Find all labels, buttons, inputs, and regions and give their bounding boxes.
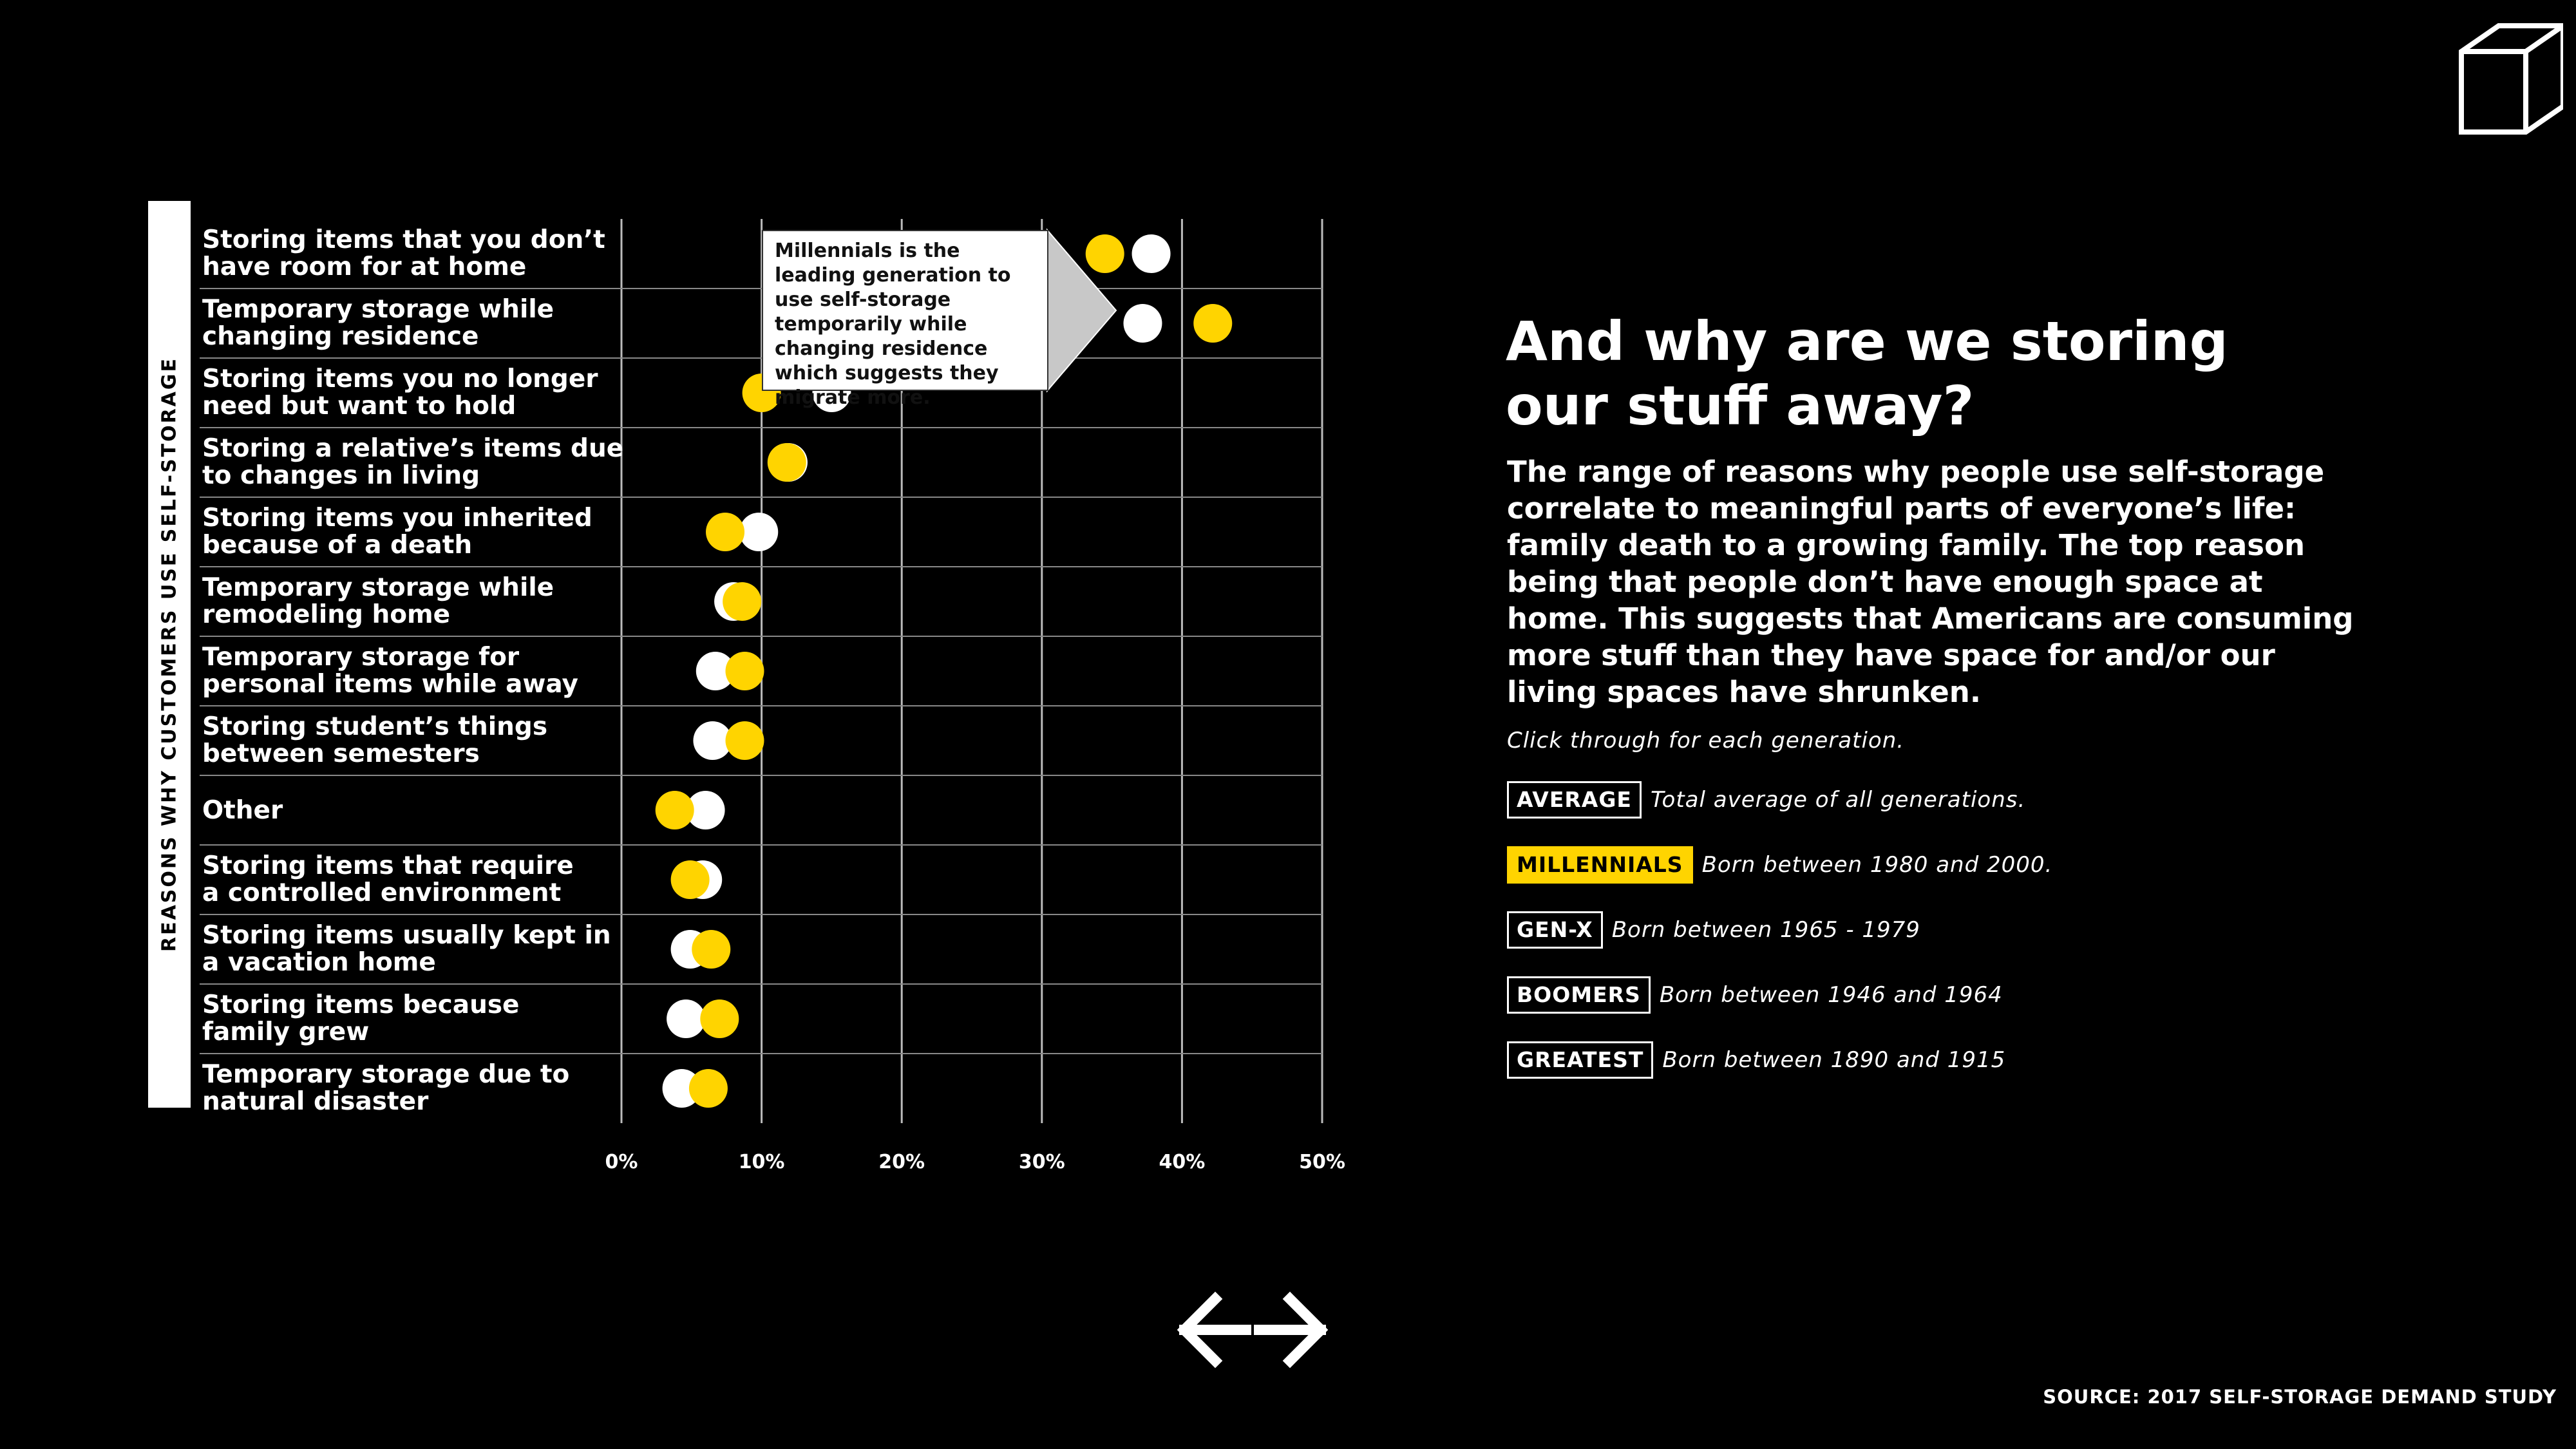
source-note: SOURCE: 2017 SELF-STORAGE DEMAND STUDY xyxy=(2043,1386,2557,1408)
arrow-left-icon[interactable] xyxy=(1175,1291,1251,1368)
average-dot xyxy=(1123,304,1162,343)
average-dot xyxy=(1132,234,1171,273)
category-label: Storing items that you don’t have room fo… xyxy=(202,225,605,281)
average-dot xyxy=(696,652,735,690)
x-tick-label: 0% xyxy=(605,1151,638,1173)
category-label: Storing items because family grew xyxy=(202,990,520,1046)
dot-layer xyxy=(655,234,1233,1108)
millennials-dot xyxy=(1193,304,1233,343)
legend-row-greatest: GREATEST Born between 1890 and 1915 xyxy=(1507,1041,2005,1079)
x-tick-label: 40% xyxy=(1159,1151,1205,1173)
grid-layer xyxy=(200,219,1323,1123)
millennials-dot xyxy=(1085,234,1124,273)
category-label: Storing items you inherited because of a … xyxy=(202,504,592,560)
legend-button-genx[interactable]: GEN-X xyxy=(1507,911,1603,949)
legend-desc-boomers: Born between 1946 and 1964 xyxy=(1659,982,2003,1008)
millennials-dot xyxy=(700,999,739,1038)
category-label: Storing items usually kept in a vacation … xyxy=(202,921,611,977)
instruction-text: Click through for each generation. xyxy=(1507,728,1905,753)
millennials-dot xyxy=(725,721,764,760)
legend-row-boomers: BOOMERS Born between 1946 and 1964 xyxy=(1507,976,2003,1014)
average-dot xyxy=(667,999,706,1038)
category-label: Storing items that require a controlled e… xyxy=(202,851,574,907)
x-tick-label: 10% xyxy=(739,1151,785,1173)
millennials-dot xyxy=(688,1069,728,1108)
legend-button-millennials[interactable]: MILLENNIALS xyxy=(1507,846,1693,884)
category-label: Temporary storage while remodeling home xyxy=(202,573,554,629)
millennials-dot xyxy=(692,930,731,969)
page-heading: And why are we storing our stuff away? xyxy=(1506,310,2228,437)
millennials-dot xyxy=(655,791,694,829)
average-dot xyxy=(739,513,779,551)
axis-title-box xyxy=(148,201,191,1108)
millennials-dot xyxy=(723,582,762,621)
legend-desc-average: Total average of all generations. xyxy=(1650,787,2026,813)
category-label: Temporary storage for personal items whil… xyxy=(202,643,578,699)
millennials-dot xyxy=(767,443,806,482)
x-tick-label: 20% xyxy=(878,1151,925,1173)
millennials-dot xyxy=(706,513,745,551)
millennials-dot xyxy=(670,860,710,899)
legend-row-average: AVERAGE Total average of all generations… xyxy=(1507,781,2025,819)
legend-button-average[interactable]: AVERAGE xyxy=(1507,781,1642,819)
legend-button-greatest[interactable]: GREATEST xyxy=(1507,1041,1654,1079)
category-label: Storing items you no longer need but want… xyxy=(202,365,598,421)
legend-row-millennials: MILLENNIALS Born between 1980 and 2000. xyxy=(1507,846,2052,884)
legend-desc-greatest: Born between 1890 and 1915 xyxy=(1662,1047,2006,1073)
average-dot xyxy=(693,721,732,760)
category-label: Other xyxy=(202,796,283,825)
average-dot xyxy=(686,791,725,829)
average-dot xyxy=(662,1069,701,1108)
legend-row-genx: GEN-X Born between 1965 - 1979 xyxy=(1507,911,1920,949)
x-tick-label: 50% xyxy=(1299,1151,1345,1173)
millennials-dot xyxy=(725,652,764,690)
category-label: Storing a relative’s items due to changes… xyxy=(202,434,623,490)
legend-desc-genx: Born between 1965 - 1979 xyxy=(1611,917,1920,943)
arrow-right-icon[interactable] xyxy=(1254,1291,1330,1368)
navigation-arrows xyxy=(1175,1291,1330,1371)
category-label: Storing student’s things between semester… xyxy=(202,712,547,768)
category-label: Temporary storage while changing residenc… xyxy=(202,295,554,351)
category-label: Temporary storage due to natural disaster xyxy=(202,1060,569,1116)
legend-button-boomers[interactable]: BOOMERS xyxy=(1507,976,1651,1014)
page-description: The range of reasons why people use self… xyxy=(1507,455,2354,709)
x-tick-labels: 0% 10% 20% 30% 40% 50% xyxy=(605,1151,1345,1173)
x-tick-label: 30% xyxy=(1019,1151,1065,1173)
legend-desc-millennials: Born between 1980 and 2000. xyxy=(1701,852,2053,878)
category-labels: Storing items that you don’t have room fo… xyxy=(202,225,623,1116)
callout-box: Millennials is the leading generation to… xyxy=(762,230,1048,409)
